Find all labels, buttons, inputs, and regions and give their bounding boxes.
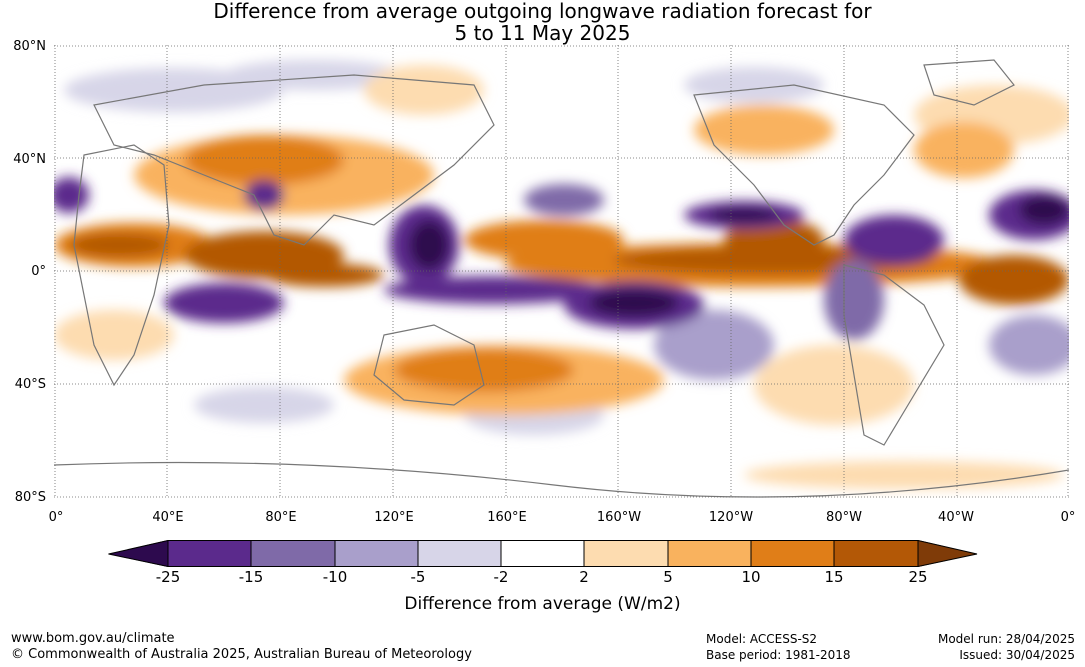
- lon-label-0-left: 0°: [48, 510, 64, 525]
- colorbar-segment: [335, 540, 418, 567]
- anomaly-patch: [744, 461, 1064, 489]
- colorbar-tick-label: 2: [579, 568, 589, 586]
- map-title-line2: 5 to 11 May 2025: [454, 21, 631, 45]
- anomaly-patch: [409, 220, 449, 270]
- colorbar-tick-label: 15: [824, 568, 844, 586]
- lat-label-0: 0°: [31, 264, 46, 279]
- anomaly-patch: [164, 283, 284, 323]
- south-america-coastline: [843, 264, 945, 446]
- lon-label-0-right: 0°: [1060, 510, 1076, 525]
- anomaly-patch: [589, 289, 679, 317]
- anomaly-patch: [989, 315, 1069, 375]
- lon-label-80e: 80°E: [265, 510, 297, 525]
- lon-label-160w: 160°W: [596, 510, 642, 525]
- colorbar-segment: [751, 540, 834, 567]
- anomaly-patch: [244, 180, 284, 210]
- colorbar-tick-label: -25: [155, 568, 181, 586]
- anomaly-patch: [959, 255, 1069, 305]
- model-run-date: Model run: 28/04/2025: [937, 632, 1075, 646]
- colorbar-arrow-low: [108, 540, 168, 567]
- colorbar-tick-label: 5: [663, 568, 673, 586]
- lat-label-80s: 80°S: [14, 490, 46, 505]
- map-svg: [54, 45, 1069, 498]
- anomaly-patch: [184, 135, 344, 185]
- anomaly-patch: [384, 276, 604, 304]
- olr-anomaly-map: [54, 45, 1069, 498]
- lon-label-120e: 120°E: [374, 510, 414, 525]
- colorbar: [108, 540, 978, 567]
- colorbar-arrow-high: [918, 540, 977, 567]
- anomaly-field: [54, 60, 1069, 489]
- colorbar-tick-label: -10: [322, 568, 348, 586]
- anomaly-patch: [844, 215, 944, 265]
- colorbar-segment: [834, 540, 918, 567]
- lat-label-80n: 80°N: [13, 39, 46, 54]
- lon-label-160e: 160°E: [487, 510, 527, 525]
- anomaly-patch: [824, 260, 884, 340]
- issued-date: Issued: 30/04/2025: [959, 648, 1075, 662]
- colorbar-tick-label: -15: [238, 568, 264, 586]
- lat-label-40s: 40°S: [14, 377, 46, 392]
- anomaly-patch: [224, 60, 404, 90]
- australia-coastline: [373, 324, 485, 406]
- colorbar-segment: [251, 540, 335, 567]
- base-period: Base period: 1981-2018: [706, 648, 851, 662]
- anomaly-patch: [694, 105, 834, 155]
- anomaly-patch: [684, 67, 824, 103]
- colorbar-segment: [418, 540, 501, 567]
- colorbar-tick-label: -5: [410, 568, 426, 586]
- anomaly-patch: [654, 310, 774, 380]
- anomaly-patch: [69, 233, 169, 257]
- colorbar-segment: [584, 540, 668, 567]
- anomaly-patch: [724, 218, 824, 262]
- copyright-text: © Commonwealth of Australia 2025, Austra…: [11, 647, 472, 662]
- anomaly-patch: [709, 208, 779, 222]
- anomaly-patch: [194, 387, 334, 423]
- anomaly-patch: [1019, 195, 1069, 225]
- lat-label-40n: 40°N: [13, 152, 46, 167]
- anomaly-patch: [754, 345, 914, 425]
- anomaly-patch: [54, 310, 174, 360]
- colorbar-title: Difference from average (W/m2): [404, 594, 681, 614]
- anomaly-patch: [524, 184, 604, 216]
- anomaly-patch: [394, 348, 574, 392]
- lon-label-120w: 120°W: [708, 510, 754, 525]
- website-link[interactable]: www.bom.gov.au/climate: [11, 631, 175, 646]
- lon-label-40e: 40°E: [152, 510, 184, 525]
- colorbar-dividers: [167, 540, 919, 567]
- coastlines: [54, 59, 1069, 498]
- colorbar-tick-label: -2: [493, 568, 509, 586]
- colorbar-segment: [501, 540, 584, 567]
- colorbar-segment: [668, 540, 751, 567]
- greenland-coastline: [923, 59, 1015, 106]
- eurasia-coastline: [93, 74, 495, 246]
- anomaly-patch: [364, 65, 484, 115]
- antarctica-coastline: [54, 461, 1069, 498]
- lon-label-40w: 40°W: [938, 510, 974, 525]
- map-title-line1: Difference from average outgoing longwav…: [213, 0, 872, 23]
- map-grid: [54, 45, 1069, 498]
- model-name: Model: ACCESS-S2: [706, 632, 818, 646]
- colorbar-segment: [168, 540, 251, 567]
- colorbar-tick-label: 25: [908, 568, 928, 586]
- africa-coastline: [73, 144, 170, 387]
- colorbar-tick-label: 10: [741, 568, 761, 586]
- lon-label-80w: 80°W: [826, 510, 862, 525]
- anomaly-patch: [914, 122, 1014, 178]
- anomaly-patch: [264, 263, 384, 287]
